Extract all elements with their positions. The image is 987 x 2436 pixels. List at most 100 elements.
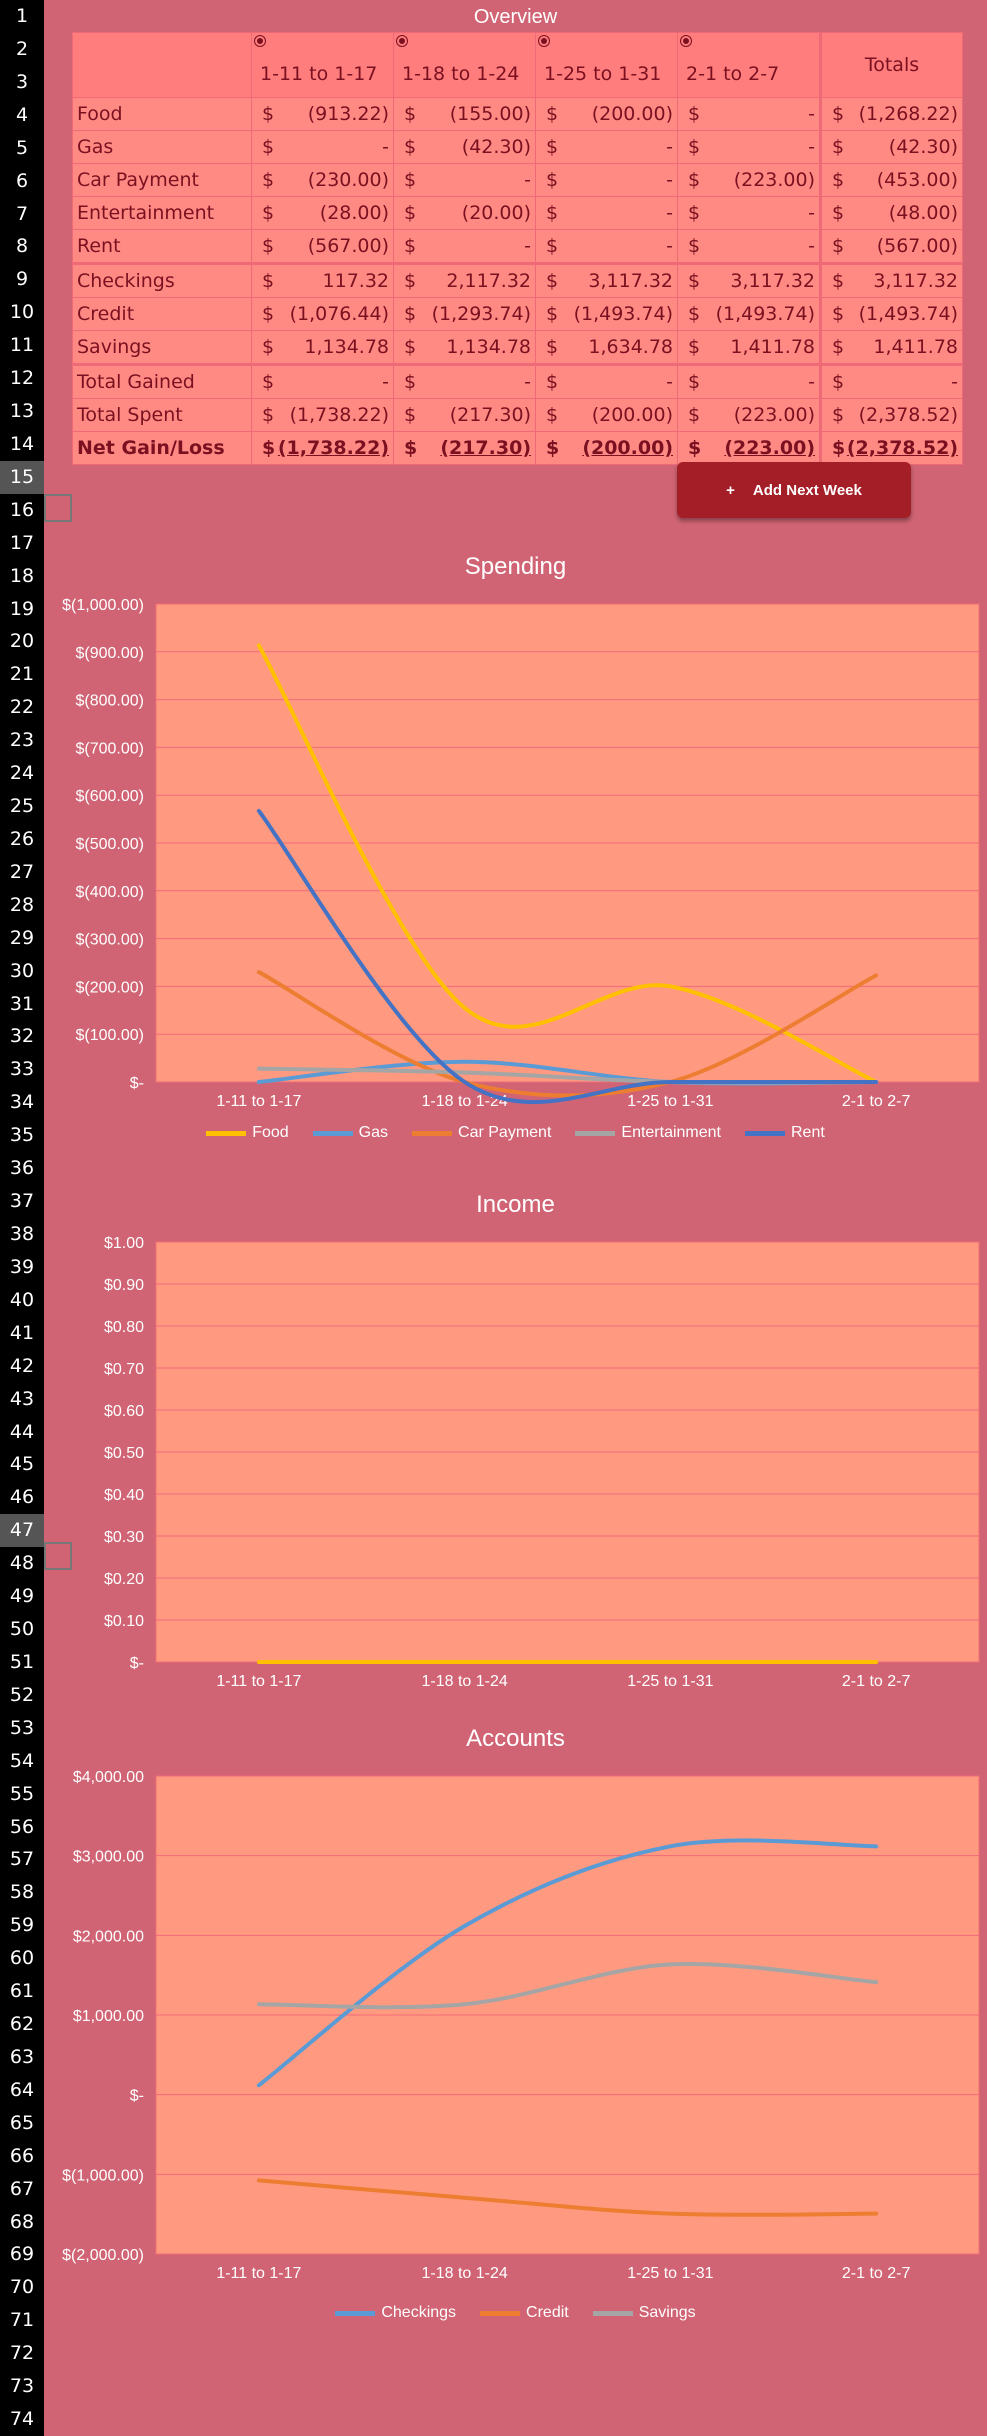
value-cell[interactable]: $ (230.00) [251,163,394,197]
row-label[interactable]: Car Payment [72,163,252,197]
value-cell[interactable]: $ - [393,229,536,264]
accounts-chart[interactable]: Accounts $4,000.00 $3,000.00 $2,000.00 $1,00… [44,1714,987,2344]
value-cell[interactable]: $ - [393,363,536,399]
value-cell[interactable]: $ (1,293.74) [393,297,536,331]
row-number[interactable]: 42 [9,1354,35,1377]
row-number[interactable]: 5 [15,136,29,159]
value-cell[interactable]: $ - [535,363,678,399]
row-number[interactable]: 12 [9,367,35,390]
row-number[interactable]: 57 [9,1848,35,1871]
row-number[interactable]: 47 [0,1514,44,1548]
row-number[interactable]: 67 [9,2177,35,2200]
row-number[interactable]: 10 [9,301,35,324]
value-cell[interactable]: $ (200.00) [535,398,678,432]
value-cell[interactable]: $ - [393,163,536,197]
value-cell[interactable]: $ (200.00) [535,97,678,131]
row-number[interactable]: 2 [15,37,29,60]
row-number[interactable]: 30 [9,959,35,982]
row-number[interactable]: 7 [15,202,29,225]
row-number[interactable]: 56 [9,1815,35,1838]
row-number[interactable]: 19 [9,597,35,620]
value-cell[interactable]: $ (42.30) [393,130,536,164]
value-cell[interactable]: $ - [677,363,821,399]
value-cell[interactable]: $ - [677,130,821,164]
row-number[interactable]: 65 [9,2111,35,2134]
row-label[interactable]: Food [72,97,252,131]
row-label[interactable]: Gas [72,130,252,164]
value-cell[interactable]: $ (1,268.22) [819,97,963,131]
value-cell[interactable]: $ - [535,130,678,164]
value-cell[interactable]: $ (1,493.74) [535,297,678,331]
value-cell[interactable]: $ (48.00) [819,196,963,230]
row-number[interactable]: 34 [9,1091,35,1114]
row-number[interactable]: 41 [9,1321,35,1344]
radio-icon[interactable] [396,35,408,47]
row-label[interactable]: Credit [72,297,252,331]
row-number[interactable]: 71 [9,2309,35,2332]
value-cell[interactable]: $1,134.78 [251,330,394,365]
row-number[interactable]: 62 [9,2013,35,2036]
value-cell[interactable]: $ (1,493.74) [677,297,821,331]
value-cell[interactable]: $ (1,493.74) [819,297,963,331]
row-number[interactable]: 22 [9,696,35,719]
value-cell[interactable]: $ - [535,229,678,264]
row-number[interactable]: 73 [9,2375,35,2398]
row-label[interactable]: Total Spent [72,398,252,432]
row-number[interactable]: 4 [15,103,29,126]
value-cell[interactable]: $ (28.00) [251,196,394,230]
row-number[interactable]: 13 [9,400,35,423]
value-cell[interactable]: $ - [677,229,821,264]
row-number[interactable]: 32 [9,1025,35,1048]
value-cell[interactable]: $ (453.00) [819,163,963,197]
row-label[interactable]: Total Gained [72,363,252,399]
row-number[interactable]: 46 [9,1486,35,1509]
value-cell[interactable]: $3,117.32 [677,262,821,298]
radio-icon[interactable] [254,35,266,47]
row-label[interactable]: Checkings [72,262,252,298]
row-number[interactable]: 74 [9,2408,35,2431]
row-number[interactable]: 49 [9,1585,35,1608]
value-cell[interactable]: $ (155.00) [393,97,536,131]
row-number[interactable]: 52 [9,1683,35,1706]
value-cell[interactable]: $ - [677,196,821,230]
row-number[interactable]: 20 [9,630,35,653]
row-number[interactable]: 72 [9,2342,35,2365]
radio-icon[interactable] [680,35,692,47]
value-cell[interactable]: $ (223.00) [677,163,821,197]
row-number[interactable]: 39 [9,1255,35,1278]
row-number[interactable]: 51 [9,1650,35,1673]
row-number[interactable]: 66 [9,2144,35,2167]
row-number[interactable]: 70 [9,2276,35,2299]
row-number[interactable]: 43 [9,1387,35,1410]
value-cell[interactable]: $ (2,378.52) [819,431,963,465]
row-number[interactable]: 23 [9,729,35,752]
row-number[interactable]: 40 [9,1288,35,1311]
row-number[interactable]: 64 [9,2078,35,2101]
value-cell[interactable]: $ (42.30) [819,130,963,164]
row-number[interactable]: 29 [9,926,35,949]
spending-chart[interactable]: Spending $(1,000.00) $(900.00) $(800.00) $(7… [44,542,987,1162]
row-number[interactable]: 18 [9,564,35,587]
row-number[interactable]: 59 [9,1914,35,1937]
value-cell[interactable]: $ (2,378.52) [819,398,963,432]
row-number[interactable]: 26 [9,827,35,850]
period-header[interactable]: 1-18 to 1-24 [393,32,536,98]
value-cell[interactable]: $ - [251,363,394,399]
row-number[interactable]: 36 [9,1157,35,1180]
value-cell[interactable]: $ (223.00) [677,431,821,465]
value-cell[interactable]: $ - [251,130,394,164]
row-number[interactable]: 35 [9,1124,35,1147]
value-cell[interactable]: $1,134.78 [393,330,536,365]
value-cell[interactable]: $2,117.32 [393,262,536,298]
row-number[interactable]: 68 [9,2210,35,2233]
row-number[interactable]: 9 [15,268,29,291]
row-number[interactable]: 21 [9,663,35,686]
value-cell[interactable]: $ (567.00) [819,229,963,264]
row-number[interactable]: 60 [9,1947,35,1970]
value-cell[interactable]: $1,411.78 [677,330,821,365]
value-cell[interactable]: $ (1,738.22) [251,398,394,432]
income-chart[interactable]: Income $1.00 $0.90 $0.80 $0.70 $0.60 $0.50 $0.4… [44,1180,987,1700]
selected-cell-row-15[interactable] [44,494,72,522]
row-number[interactable]: 28 [9,893,35,916]
row-number[interactable]: 37 [9,1190,35,1213]
